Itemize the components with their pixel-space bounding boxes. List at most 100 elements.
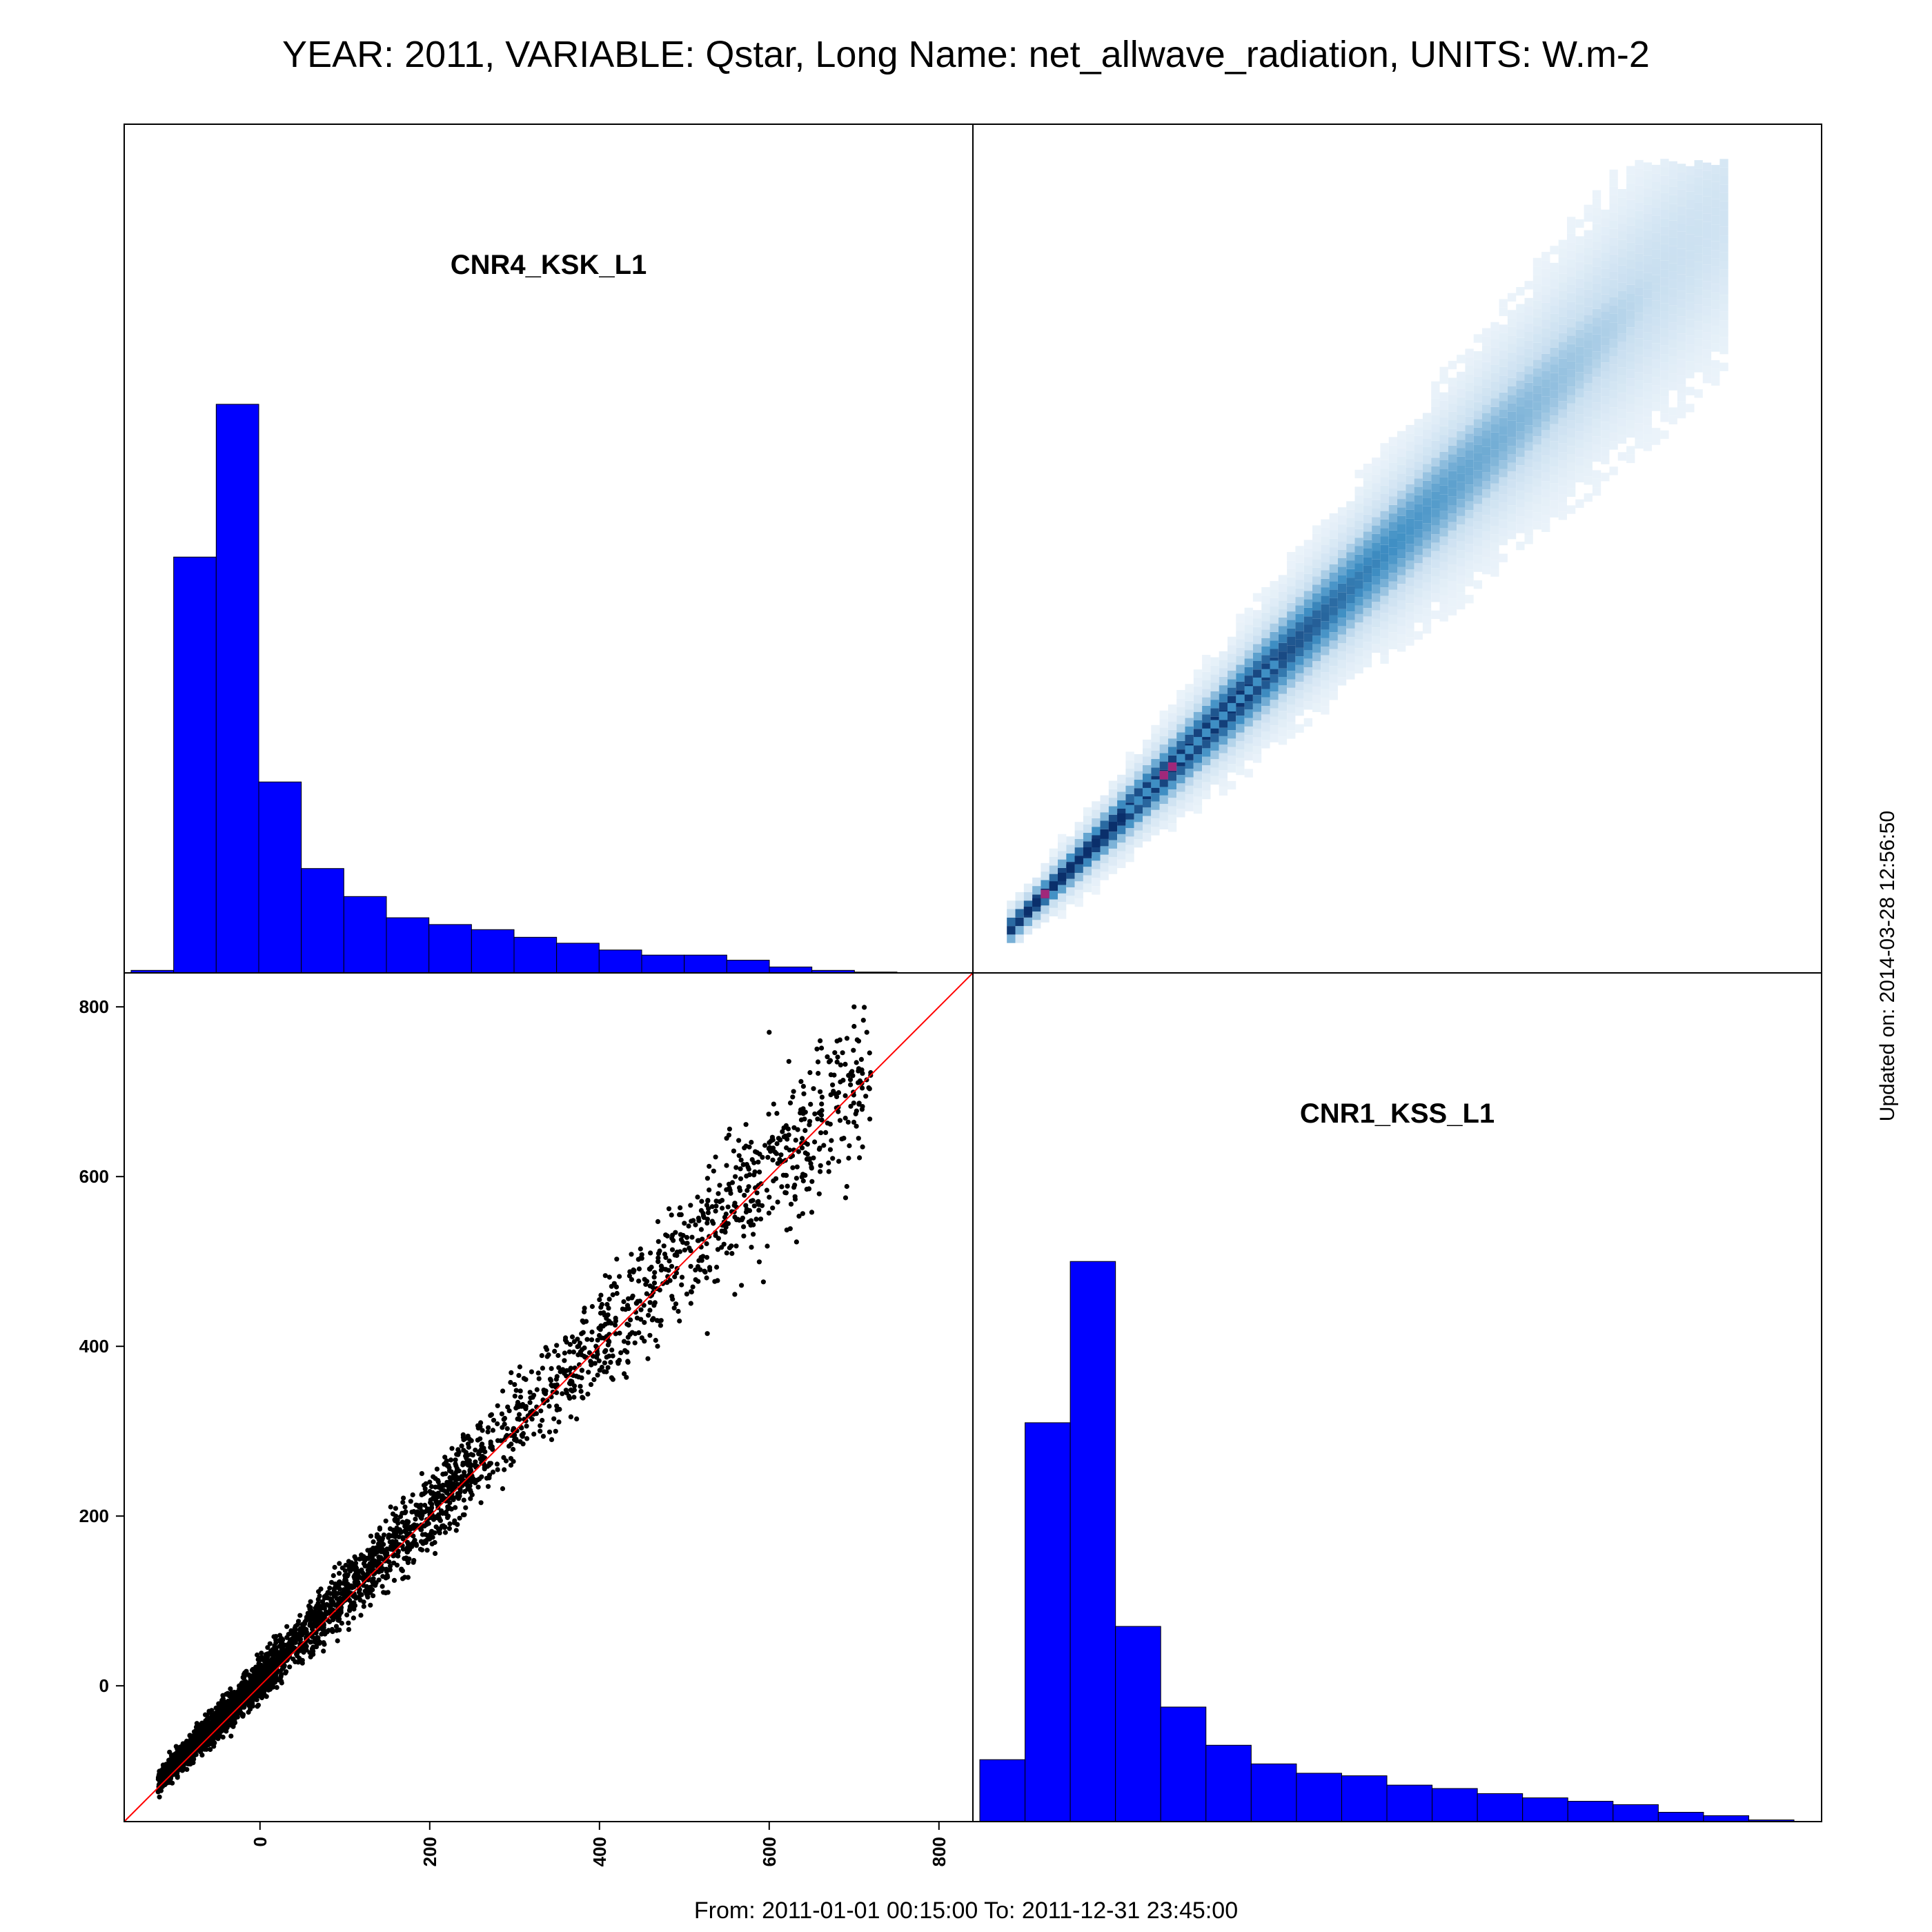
density-cell xyxy=(1719,210,1728,219)
density-cell xyxy=(1219,753,1228,762)
density-cell xyxy=(1473,385,1482,394)
scatter-point xyxy=(705,1210,711,1216)
scatter-point xyxy=(554,1382,560,1388)
density-cell xyxy=(1609,212,1618,221)
density-cell xyxy=(1448,581,1457,590)
scatter-point xyxy=(180,1741,186,1746)
density-cell xyxy=(1193,788,1203,797)
scatter-point xyxy=(793,1176,799,1181)
density-cell xyxy=(1193,780,1203,789)
scatter-point xyxy=(706,1206,711,1212)
scatter-point xyxy=(486,1462,492,1468)
density-cell xyxy=(1711,173,1720,182)
density-cell xyxy=(1210,700,1219,709)
density-cell xyxy=(1363,573,1372,583)
density-cell xyxy=(1567,302,1576,310)
scatter-point xyxy=(546,1403,552,1409)
density-cell xyxy=(1125,777,1134,786)
density-cell xyxy=(1448,607,1457,615)
scatter-point xyxy=(713,1154,718,1160)
scatter-point xyxy=(818,1169,823,1174)
density-cell xyxy=(1541,277,1550,286)
density-cell xyxy=(1584,425,1593,434)
scatter-point xyxy=(629,1276,635,1282)
density-cell xyxy=(1635,244,1644,254)
density-cell xyxy=(1185,735,1194,744)
density-cell xyxy=(1652,343,1661,352)
density-cell xyxy=(1677,197,1686,206)
density-cell xyxy=(1092,809,1101,818)
density-cell xyxy=(1677,325,1686,334)
density-cell xyxy=(1287,722,1296,731)
density-cell xyxy=(1652,224,1661,233)
density-cell xyxy=(1321,544,1330,553)
density-cell xyxy=(1448,462,1457,471)
density-cell xyxy=(1185,709,1194,718)
density-cell xyxy=(1431,424,1440,433)
density-cell xyxy=(1041,880,1049,889)
density-cell xyxy=(1448,513,1457,522)
scatter-point xyxy=(344,1612,350,1618)
density-cell xyxy=(1049,848,1058,857)
density-cell xyxy=(1041,871,1049,880)
density-cell xyxy=(1601,422,1610,431)
density-cell xyxy=(1015,934,1024,943)
density-cell xyxy=(1499,307,1508,317)
density-cell xyxy=(1439,536,1448,545)
density-cell xyxy=(1346,543,1355,553)
density-cell xyxy=(1686,234,1695,243)
density-cell xyxy=(1558,350,1567,359)
density-cell xyxy=(1558,486,1567,495)
scatter-point xyxy=(736,1153,742,1159)
density-cell xyxy=(1303,616,1312,625)
scatter-point xyxy=(796,1214,802,1219)
density-cell xyxy=(1592,326,1601,335)
scatter-point xyxy=(424,1548,430,1553)
density-cell xyxy=(1448,360,1457,370)
density-cell xyxy=(1193,771,1203,780)
scatter-point xyxy=(228,1722,233,1728)
scatter-point xyxy=(468,1496,473,1501)
density-cell xyxy=(1346,586,1355,595)
scatter-point xyxy=(844,1036,850,1041)
density-cell xyxy=(1346,671,1355,680)
density-cell xyxy=(1601,209,1610,219)
density-cell xyxy=(1482,557,1491,566)
density-cell xyxy=(1473,436,1482,445)
density-cell xyxy=(1524,451,1533,460)
density-cell xyxy=(1635,194,1644,203)
scatter-point xyxy=(509,1370,514,1375)
density-cell xyxy=(1482,481,1491,490)
density-cell xyxy=(1473,334,1482,343)
scatter-point xyxy=(241,1690,246,1695)
scatter-point xyxy=(531,1392,537,1398)
scatter-point xyxy=(264,1683,269,1688)
scatter-point xyxy=(527,1390,533,1395)
scatter-point xyxy=(617,1330,622,1336)
scatter-point xyxy=(297,1613,303,1618)
scatter-point xyxy=(800,1111,806,1116)
density-cell xyxy=(1278,736,1288,745)
density-cell xyxy=(1167,814,1177,824)
density-cell xyxy=(1516,482,1525,491)
scatter-point xyxy=(446,1513,451,1519)
density-cell xyxy=(1329,598,1338,607)
density-cell xyxy=(1677,290,1686,300)
density-cell xyxy=(1388,607,1397,615)
scatter-point xyxy=(784,1228,789,1233)
density-cell xyxy=(1287,620,1296,629)
density-cell xyxy=(1668,314,1677,323)
density-cell xyxy=(1584,306,1593,315)
density-cell xyxy=(1482,506,1491,515)
density-cell xyxy=(1202,655,1211,664)
density-cell xyxy=(1270,615,1279,624)
density-cell xyxy=(1601,260,1610,269)
density-cell xyxy=(1609,204,1618,213)
density-cell xyxy=(1228,645,1236,654)
scatter-point xyxy=(538,1423,543,1428)
density-cell xyxy=(1550,466,1559,475)
density-cell xyxy=(1473,529,1482,538)
density-cell xyxy=(1134,771,1143,780)
density-cell xyxy=(1617,350,1627,359)
scatter-point xyxy=(337,1570,342,1576)
